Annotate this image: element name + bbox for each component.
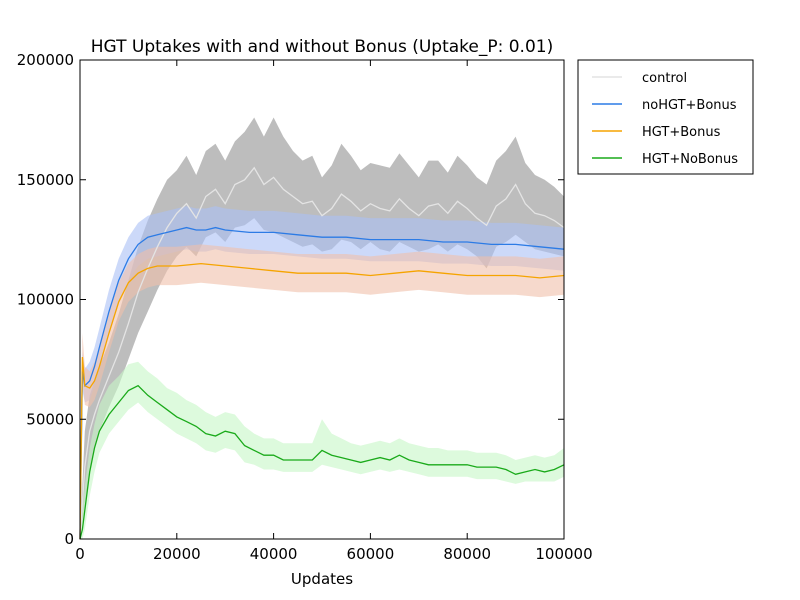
legend-label: noHGT+Bonus [642,98,737,113]
x-tick-label: 80000 [443,545,491,563]
legend-label: HGT+NoBonus [642,152,738,167]
band-nohgt-bonus [80,206,564,539]
legend-label: control [642,71,687,86]
y-tick-label: 200000 [17,51,74,69]
band-hgt-bonus [80,244,564,539]
y-tick-label: 0 [64,530,74,548]
line-nohgt-bonus [79,226,565,540]
y-tick-label: 150000 [17,171,74,189]
line-hgt-nobonus [79,384,565,540]
y-tick-label: 100000 [17,291,74,309]
x-tick-label: 60000 [347,545,395,563]
legend-label: HGT+Bonus [642,125,721,140]
x-tick-label: 40000 [250,545,298,563]
legend-frame [577,59,754,175]
x-tick-label: 100000 [535,545,592,563]
y-tick-label: 50000 [26,410,74,428]
chart-title: HGT Uptakes with and without Bonus (Upta… [91,37,553,57]
legend: control noHGT+Bonus HGT+Bonus HGT+NoBonus [577,59,754,175]
y-axis: 0 50000 100000 150000 200000 [17,51,564,548]
x-axis-label: Updates [291,570,353,588]
line-control [79,166,565,540]
series-bands [80,117,564,539]
x-tick-label: 20000 [153,545,201,563]
x-axis: 0 20000 40000 60000 80000 100000 [75,60,593,563]
line-hgt-bonus [79,262,565,540]
series-lines [79,166,565,540]
x-tick-label: 0 [75,545,85,563]
